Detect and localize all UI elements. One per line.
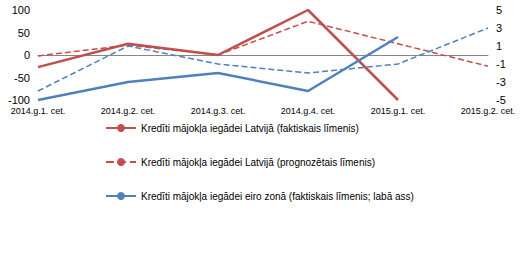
svg-text:Kredīti mājokļa iegādei Latvij: Kredīti mājokļa iegādei Latvijā (faktisk…: [141, 123, 359, 134]
svg-text:5: 5: [496, 4, 502, 16]
svg-text:2014.g.1. cet.: 2014.g.1. cet.: [11, 106, 66, 116]
svg-text:2015.g.1. cet.: 2015.g.1. cet.: [371, 106, 426, 116]
svg-text:2015.g.2. cet.: 2015.g.2. cet.: [461, 106, 516, 116]
svg-text:-3: -3: [496, 76, 506, 88]
svg-text:-50: -50: [14, 72, 30, 84]
svg-text:50: 50: [18, 27, 30, 39]
svg-text:Kredīti mājokļa iegādei eiro z: Kredīti mājokļa iegādei eiro zonā (fakti…: [141, 191, 414, 202]
svg-text:3: 3: [496, 22, 502, 34]
svg-text:2014.g.4. cet.: 2014.g.4. cet.: [281, 106, 336, 116]
svg-text:-1: -1: [496, 58, 506, 70]
svg-text:100: 100: [12, 4, 30, 16]
svg-text:2014.g.3. cet.: 2014.g.3. cet.: [191, 106, 246, 116]
svg-text:Kredīti mājokļa iegādei Latvij: Kredīti mājokļa iegādei Latvijā (prognoz…: [141, 157, 375, 168]
svg-text:1: 1: [496, 40, 502, 52]
svg-text:-100: -100: [8, 94, 30, 106]
svg-text:0: 0: [24, 49, 30, 61]
svg-text:-5: -5: [496, 94, 506, 106]
svg-text:2014.g.2. cet.: 2014.g.2. cet.: [101, 106, 156, 116]
